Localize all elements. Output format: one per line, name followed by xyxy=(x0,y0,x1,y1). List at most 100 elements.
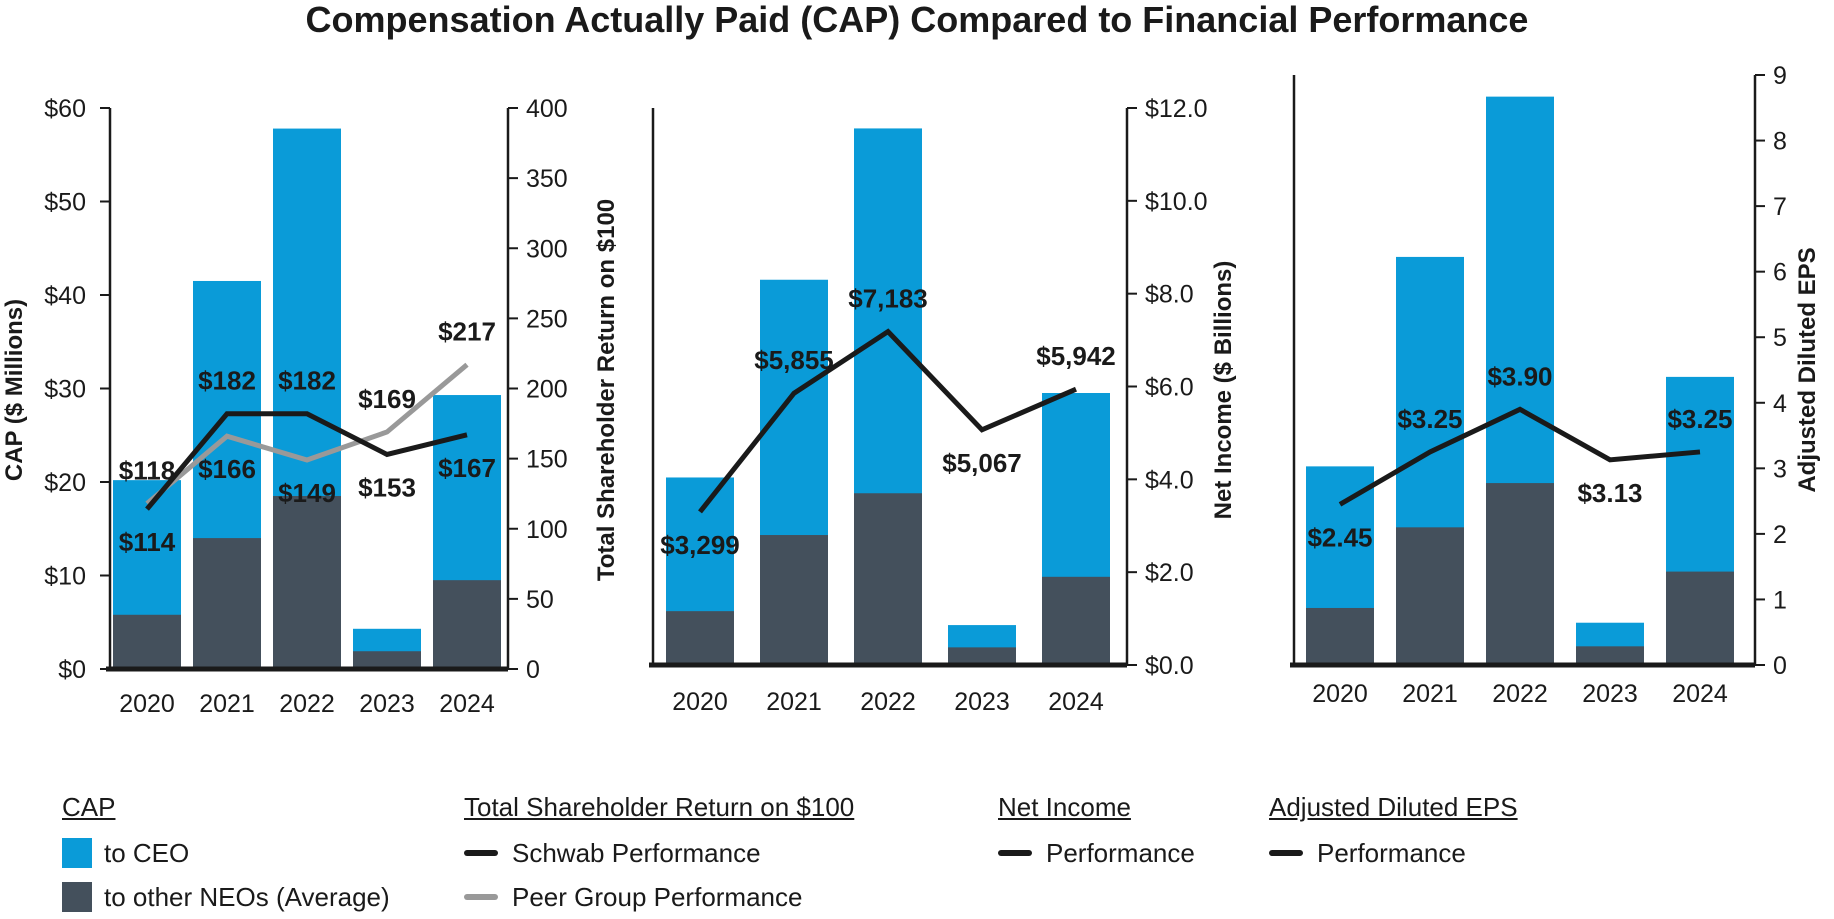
bar-neo-2021 xyxy=(760,535,828,665)
right-tick-label: 250 xyxy=(526,305,568,333)
legend-eps: Adjusted Diluted EPS Performance xyxy=(1269,792,1518,875)
data-label-net-income-performance-2020: $3,299 xyxy=(660,530,740,560)
legend-ceo-label: to CEO xyxy=(104,837,190,868)
legend-item-ceo: to CEO xyxy=(62,831,390,875)
right-tick-label: 200 xyxy=(526,376,568,404)
legend-neo-label: to other NEOs (Average) xyxy=(104,881,390,912)
right-tick-label: 6 xyxy=(1773,259,1787,287)
legend-item-schwab: Schwab Performance xyxy=(464,831,854,875)
data-label-net-income-performance-2022: $7,183 xyxy=(848,284,928,314)
right-tick-label: $8.0 xyxy=(1145,281,1194,309)
eps-line-swatch xyxy=(1269,850,1303,856)
bar-neo-2022 xyxy=(273,496,341,669)
data-label-peer-group-performance-2022: $149 xyxy=(278,478,336,508)
bar-neo-2020 xyxy=(113,614,181,669)
data-label-adjusted-diluted-eps-performance-2024: $3.25 xyxy=(1667,404,1732,434)
category-label-2020: 2020 xyxy=(119,690,175,718)
legend-eps-heading: Adjusted Diluted EPS xyxy=(1269,792,1518,822)
category-label-2021: 2021 xyxy=(766,688,822,716)
peer-line-swatch xyxy=(464,894,498,900)
right-tick-label: 2 xyxy=(1773,521,1787,549)
bar-neo-2023 xyxy=(948,647,1016,665)
data-label-schwab-performance-2020: $114 xyxy=(119,527,176,557)
data-label-adjusted-diluted-eps-performance-2022: $3.90 xyxy=(1487,361,1552,391)
legend-cap-heading: CAP xyxy=(62,792,116,822)
data-label-peer-group-performance-2023: $169 xyxy=(358,384,416,414)
data-label-schwab-performance-2023: $153 xyxy=(358,472,416,502)
right-tick-label: $10.0 xyxy=(1145,188,1208,216)
right-tick-label: 300 xyxy=(526,235,568,263)
category-label-2024: 2024 xyxy=(439,690,495,718)
neo-swatch xyxy=(62,882,92,912)
bar-neo-2020 xyxy=(666,611,734,665)
ceo-swatch xyxy=(62,838,92,868)
bar-neo-2021 xyxy=(1396,527,1464,665)
category-label-2022: 2022 xyxy=(279,690,335,718)
data-label-peer-group-performance-2024: $217 xyxy=(438,317,496,347)
right-tick-label: 9 xyxy=(1773,62,1787,90)
right-tick-label: 0 xyxy=(526,656,540,684)
data-label-adjusted-diluted-eps-performance-2023: $3.13 xyxy=(1577,478,1642,508)
category-label-2022: 2022 xyxy=(860,688,916,716)
right-tick-label: 50 xyxy=(526,586,554,614)
category-label-2021: 2021 xyxy=(199,690,255,718)
legend-net-income: Net Income Performance xyxy=(998,792,1195,875)
right-tick-label: $4.0 xyxy=(1145,466,1194,494)
bar-neo-2022 xyxy=(1486,483,1554,665)
right-tick-label: 1 xyxy=(1773,586,1787,614)
bar-neo-2021 xyxy=(193,538,261,669)
bar-neo-2023 xyxy=(353,651,421,669)
right-tick-label: 100 xyxy=(526,516,568,544)
left-tick-label: $0 xyxy=(58,656,86,684)
bar-neo-2024 xyxy=(433,580,501,669)
right-tick-label: 3 xyxy=(1773,455,1787,483)
right-axis-title: Total Shareholder Return on $100 xyxy=(593,199,620,581)
right-tick-label: 8 xyxy=(1773,128,1787,156)
right-tick-label: 350 xyxy=(526,165,568,193)
legend-net-income-heading: Net Income xyxy=(998,792,1131,822)
bar-neo-2022 xyxy=(854,493,922,665)
legend-item-net-income: Performance xyxy=(998,831,1195,875)
legend-schwab-label: Schwab Performance xyxy=(512,837,761,868)
line-peer-group-performance xyxy=(145,362,469,506)
data-label-peer-group-performance-2021: $166 xyxy=(198,454,256,484)
data-label-adjusted-diluted-eps-performance-2021: $3.25 xyxy=(1397,404,1462,434)
category-label-2024: 2024 xyxy=(1048,688,1104,716)
left-tick-label: $50 xyxy=(44,189,86,217)
legend-tsr-heading: Total Shareholder Return on $100 xyxy=(464,792,855,822)
legend-peer-label: Peer Group Performance xyxy=(512,881,803,912)
data-label-schwab-performance-2022: $182 xyxy=(278,366,336,396)
right-tick-label: $2.0 xyxy=(1145,559,1194,587)
category-label-2021: 2021 xyxy=(1402,680,1458,708)
right-tick-label: 0 xyxy=(1773,652,1787,680)
schwab-line-swatch xyxy=(464,850,498,856)
category-label-2023: 2023 xyxy=(359,690,415,718)
bar-neo-2024 xyxy=(1042,576,1110,665)
legend-cap: CAP to CEO to other NEOs (Average) xyxy=(62,792,390,919)
legend-tsr: Total Shareholder Return on $100 Schwab … xyxy=(464,792,854,919)
data-label-peer-group-performance-2020: $118 xyxy=(119,456,175,486)
left-tick-label: $40 xyxy=(44,282,86,310)
cap-vs-tsr-chart: $0 $10 $20 $30 $40 $50 $60 CAP ($ Millions) 0 50 1… xyxy=(1,95,620,718)
right-tick-label: 5 xyxy=(1773,324,1787,352)
category-label-2022: 2022 xyxy=(1492,680,1548,708)
category-label-2020: 2020 xyxy=(672,688,728,716)
right-tick-label: $6.0 xyxy=(1145,374,1194,402)
data-label-net-income-performance-2024: $5,942 xyxy=(1036,341,1116,371)
left-tick-label: $30 xyxy=(44,376,86,404)
right-tick-label: $0.0 xyxy=(1145,652,1194,680)
line-adjusted-diluted-eps-performance xyxy=(1338,406,1701,507)
right-tick-label: $12.0 xyxy=(1145,95,1208,123)
cap-vs-eps-chart: 0 1 2 3 4 5 6 7 8 9 Adjusted Diluted EPS 2020 2021 20… xyxy=(1290,62,1821,708)
line-net-income-performance xyxy=(698,328,1077,514)
category-label-2023: 2023 xyxy=(954,688,1010,716)
net-income-line-swatch xyxy=(998,850,1032,856)
line-schwab-performance xyxy=(145,411,468,511)
right-axis-title: Adjusted Diluted EPS xyxy=(1794,247,1821,492)
legend-item-neo: to other NEOs (Average) xyxy=(62,875,390,919)
category-label-2024: 2024 xyxy=(1672,680,1728,708)
legend-net-income-label: Performance xyxy=(1046,837,1195,868)
left-tick-label: $10 xyxy=(44,563,86,591)
data-label-net-income-performance-2021: $5,855 xyxy=(754,345,834,375)
